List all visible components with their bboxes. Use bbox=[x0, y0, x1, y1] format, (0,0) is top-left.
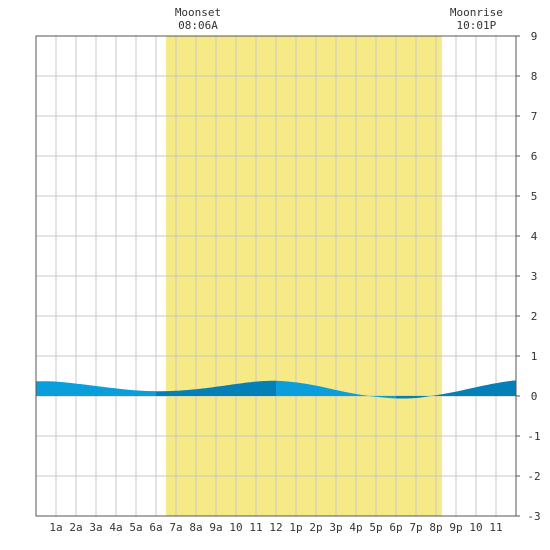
x-tick-label: 8p bbox=[429, 521, 442, 534]
x-tick-label: 2a bbox=[69, 521, 82, 534]
tide-area-segment-3 bbox=[276, 380, 396, 399]
tide-area-segment-1 bbox=[36, 381, 156, 396]
y-tick-label: -1 bbox=[527, 430, 540, 443]
tide-area-segment-4 bbox=[396, 380, 516, 399]
x-tick-label: 8a bbox=[189, 521, 202, 534]
moon-event-time: 08:06A bbox=[178, 19, 218, 32]
x-tick-label: 9a bbox=[209, 521, 222, 534]
y-tick-label: -3 bbox=[527, 510, 540, 523]
y-tick-label: 3 bbox=[531, 270, 538, 283]
y-tick-label: 2 bbox=[531, 310, 538, 323]
y-tick-label: -2 bbox=[527, 470, 540, 483]
x-tick-label: 6a bbox=[149, 521, 162, 534]
x-tick-label: 10 bbox=[469, 521, 482, 534]
x-tick-label: 12 bbox=[269, 521, 282, 534]
x-tick-label: 11 bbox=[249, 521, 262, 534]
x-tick-label: 1a bbox=[49, 521, 62, 534]
x-tick-label: 7p bbox=[409, 521, 422, 534]
moon-event-label: Moonrise bbox=[450, 6, 503, 19]
y-tick-label: 8 bbox=[531, 70, 538, 83]
x-tick-label: 6p bbox=[389, 521, 402, 534]
y-tick-label: 6 bbox=[531, 150, 538, 163]
y-tick-label: 0 bbox=[531, 390, 538, 403]
x-tick-label: 9p bbox=[449, 521, 462, 534]
x-tick-label: 5p bbox=[369, 521, 382, 534]
y-tick-label: 4 bbox=[531, 230, 538, 243]
x-tick-label: 4a bbox=[109, 521, 122, 534]
x-tick-label: 5a bbox=[129, 521, 142, 534]
x-tick-label: 3p bbox=[329, 521, 342, 534]
x-tick-label: 7a bbox=[169, 521, 182, 534]
y-tick-label: 9 bbox=[531, 30, 538, 43]
x-tick-label: 3a bbox=[89, 521, 102, 534]
x-tick-label: 11 bbox=[489, 521, 502, 534]
x-tick-label: 2p bbox=[309, 521, 322, 534]
x-tick-label: 1p bbox=[289, 521, 302, 534]
y-tick-label: 1 bbox=[531, 350, 538, 363]
x-tick-label: 4p bbox=[349, 521, 362, 534]
moon-event-time: 10:01P bbox=[457, 19, 497, 32]
x-tick-label: 10 bbox=[229, 521, 242, 534]
tide-area-segment-2 bbox=[156, 380, 276, 396]
moon-event-label: Moonset bbox=[175, 6, 221, 19]
y-tick-label: 7 bbox=[531, 110, 538, 123]
y-tick-label: 5 bbox=[531, 190, 538, 203]
